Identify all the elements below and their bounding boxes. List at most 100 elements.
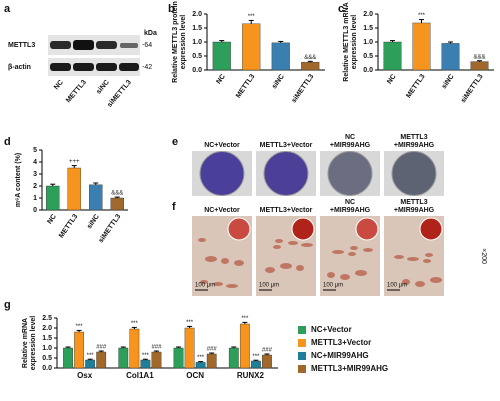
y-tick-label: 1.5 — [363, 25, 373, 32]
bar — [173, 347, 184, 369]
group-label: +MIR99AHG — [330, 142, 371, 149]
panel-label: g — [4, 299, 11, 311]
stain-spot — [425, 253, 433, 257]
lane-label: siNC — [95, 79, 111, 96]
stain-spot — [415, 281, 425, 287]
group-label: +MIR99AHG — [394, 207, 435, 214]
stain-spot — [301, 243, 313, 247]
significance: *** — [142, 353, 150, 359]
error-bar — [65, 346, 71, 348]
error-bar — [98, 350, 104, 352]
lane-label: NC — [53, 79, 65, 91]
error-bar — [477, 60, 482, 62]
x-tick-label: RUNX2 — [237, 371, 265, 380]
significance: *** — [197, 355, 205, 361]
y-tick-label: 0.5 — [192, 53, 202, 60]
error-bar — [209, 352, 215, 354]
legend-label: METTL3+Vector — [311, 338, 371, 347]
error-bar — [76, 329, 82, 332]
error-bar — [248, 19, 254, 24]
bar — [63, 347, 73, 369]
error-bar — [187, 325, 193, 328]
inset-well — [419, 217, 443, 241]
y-axis-label: expression level — [30, 316, 37, 371]
legend-label: NC+MIR99AHG — [311, 351, 369, 360]
significance: *** — [252, 354, 260, 360]
legend-swatch — [298, 352, 306, 360]
y-axis-label: Relative mRNA — [22, 318, 29, 368]
stain-spot — [273, 245, 281, 249]
lane-label: METTL3 — [65, 79, 88, 104]
blot-band — [96, 63, 117, 71]
bar — [301, 61, 320, 71]
inset-well — [291, 217, 315, 241]
blot-size: -64 — [142, 42, 152, 49]
y-tick-label: 0 — [33, 207, 37, 214]
panel-label: a — [4, 3, 11, 15]
stain-spot — [394, 255, 404, 259]
significance: *** — [87, 353, 95, 359]
blot-band — [50, 41, 71, 49]
dish — [199, 151, 245, 196]
bar — [195, 362, 206, 369]
error-bar — [253, 359, 259, 361]
error-bar — [142, 358, 148, 360]
bar — [67, 167, 81, 211]
legend-swatch — [298, 326, 306, 334]
scale-label: 100 μm — [259, 283, 279, 289]
bar — [251, 360, 261, 369]
bar — [74, 331, 84, 369]
stain-spot — [296, 265, 304, 271]
x-tick-label: METTL3 — [405, 73, 426, 99]
bar — [242, 23, 261, 71]
y-tick-label: 1.5 — [42, 335, 52, 342]
significance: &&& — [304, 55, 316, 61]
error-bar — [307, 60, 313, 63]
stain-spot — [355, 270, 367, 276]
x-tick-label: siMETTL3 — [460, 73, 485, 104]
error-bar — [71, 165, 77, 168]
error-bar — [219, 40, 225, 42]
legend-label: NC+Vector — [311, 325, 352, 334]
scale-label: 100 μm — [323, 283, 343, 289]
magnification: ×200 — [480, 248, 487, 264]
x-tick-label: Col1A1 — [126, 371, 154, 380]
y-tick-label: 1.0 — [363, 39, 373, 46]
error-bar — [50, 183, 56, 186]
blot-unit: kDa — [144, 30, 157, 37]
x-tick-label: siMETTL3 — [291, 73, 316, 104]
panel-label: c — [338, 3, 344, 15]
stain-spot — [332, 250, 344, 254]
bar — [470, 61, 489, 71]
error-bar — [264, 353, 270, 355]
error-bar — [448, 41, 453, 44]
error-bar — [231, 346, 237, 348]
significance: &&& — [473, 54, 485, 60]
significance: &&& — [111, 191, 123, 197]
legend-label: METTL3+MIR99AHG — [311, 364, 388, 373]
stain-spot — [234, 260, 244, 266]
error-bar — [278, 40, 284, 43]
bar — [96, 351, 107, 369]
legend-swatch — [298, 339, 306, 347]
group-label: NC — [345, 134, 355, 141]
y-tick-label: 2 — [33, 183, 37, 190]
blot-band — [120, 43, 138, 48]
y-axis-label: m⁶A content (%) — [15, 153, 22, 207]
bar — [383, 41, 402, 71]
bar — [184, 327, 195, 369]
significance: *** — [241, 316, 249, 322]
x-tick-label: NC — [386, 73, 398, 85]
dish — [391, 151, 437, 196]
scale-label: 100 μm — [387, 283, 407, 289]
y-tick-label: 0.0 — [363, 67, 373, 74]
bar — [262, 354, 272, 369]
stain-spot — [275, 239, 283, 243]
western-blot: kDa METTL3 β-actin -64 -42 NC METTL3 siN… — [8, 30, 157, 109]
significance: *** — [76, 324, 84, 330]
blot-band — [96, 41, 117, 49]
bar — [140, 359, 151, 369]
x-tick-label: Osx — [77, 371, 93, 380]
blot-protein: β-actin — [8, 64, 31, 71]
bar — [118, 347, 129, 369]
